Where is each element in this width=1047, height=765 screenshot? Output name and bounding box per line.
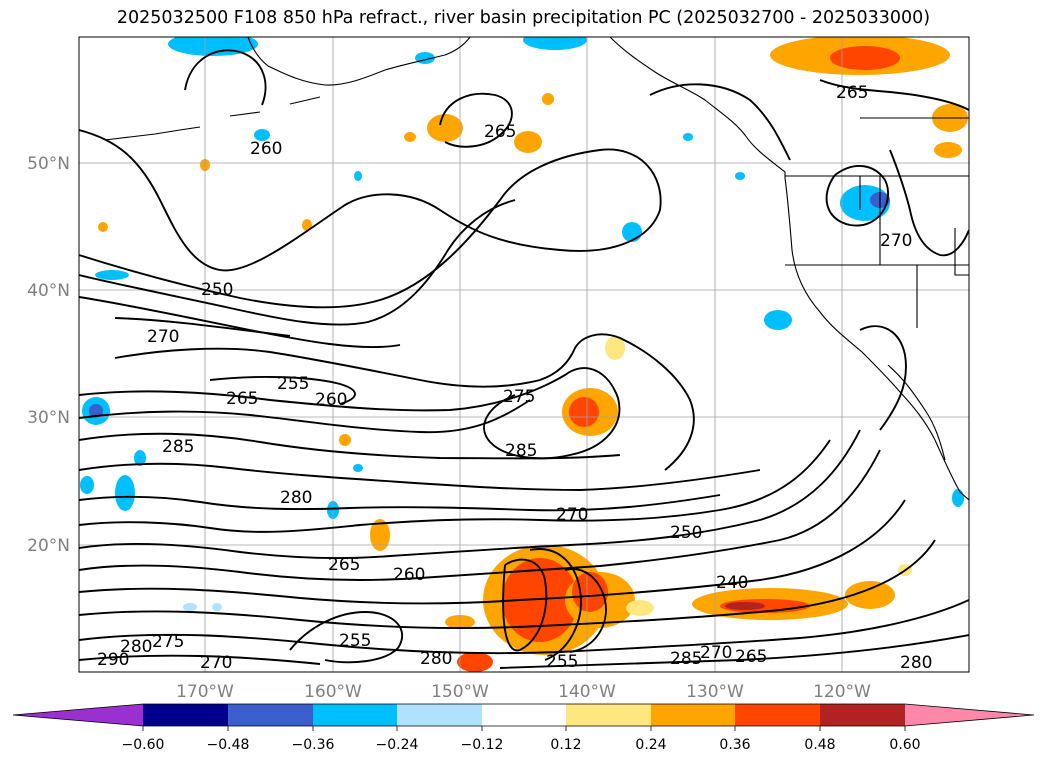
- contour-label: 270: [200, 653, 232, 673]
- contour-label: 280: [420, 649, 452, 669]
- contour-label: 265: [484, 122, 516, 142]
- map-panel: [79, 37, 969, 672]
- lon-label: 160°W: [304, 682, 362, 702]
- colorbar-extend-right: [905, 704, 1034, 726]
- map-frame: [78, 36, 970, 673]
- colorbar-tick-label: 0.12: [550, 737, 581, 753]
- contour-label: 285: [505, 441, 537, 461]
- contour-label: 240: [716, 573, 748, 593]
- colorbar-bin: [143, 704, 228, 726]
- colorbar-extend-left: [13, 704, 143, 726]
- lat-label: 50°N: [27, 154, 70, 174]
- colorbar-tick-label: −0.24: [376, 737, 419, 753]
- lat-label: 30°N: [27, 408, 70, 428]
- contour-label: 275: [152, 632, 184, 652]
- refractivity-contours: [79, 49, 969, 669]
- contour-label: 250: [670, 523, 702, 543]
- contour-label: 285: [670, 649, 702, 669]
- colorbar-bin: [651, 704, 735, 726]
- map-title: 2025032500 F108 850 hPa refract., river …: [116, 8, 931, 28]
- contour-label: 270: [880, 231, 912, 251]
- contour-label: 260: [393, 565, 425, 585]
- colorbar-tick-label: 0.36: [719, 737, 750, 753]
- contour-label: 265: [735, 647, 767, 667]
- contour-label: 250: [201, 280, 233, 300]
- colorbar-bin: [735, 704, 820, 726]
- lat-label: 20°N: [27, 536, 70, 556]
- contour-label: 285: [162, 437, 194, 457]
- colorbar: −0.60 −0.48 −0.36 −0.24 −0.12 0.12 0.24 …: [12, 703, 1035, 753]
- colorbar-tick-label: 0.24: [635, 737, 666, 753]
- colorbar-bin: [566, 704, 651, 726]
- contour-label: 275: [503, 387, 535, 407]
- contour-label: 255: [546, 652, 578, 672]
- colorbar-tick-label: −0.36: [292, 737, 335, 753]
- lon-label: 140°W: [558, 682, 616, 702]
- colorbar-tick-label: 0.60: [889, 737, 920, 753]
- contour-label: 270: [147, 327, 179, 347]
- lon-labels: 170°W 160°W 150°W 140°W 130°W 120°W: [176, 682, 871, 702]
- lon-label: 150°W: [431, 682, 489, 702]
- contour-label: 255: [339, 631, 371, 651]
- coastlines: [104, 37, 969, 501]
- colorbar-tick-label: −0.12: [461, 737, 504, 753]
- lon-label: 130°W: [686, 682, 744, 702]
- contour-label: 265: [836, 83, 868, 103]
- contour-label: 270: [556, 505, 588, 525]
- contour-label: 280: [120, 637, 152, 657]
- lon-label: 120°W: [813, 682, 871, 702]
- colorbar-bin: [313, 704, 397, 726]
- contour-label: 270: [700, 643, 732, 663]
- colorbar-bin: [228, 704, 313, 726]
- colorbar-bin: [397, 704, 482, 726]
- contour-label: 260: [250, 139, 282, 159]
- contour-label: 260: [315, 390, 347, 410]
- contour-label: 280: [900, 653, 932, 673]
- lat-label: 40°N: [27, 281, 70, 301]
- colorbar-tick-label: −0.48: [207, 737, 250, 753]
- graticule: [79, 37, 969, 672]
- colorbar-bin: [820, 704, 905, 726]
- contour-label: 265: [226, 389, 258, 409]
- lat-labels: 50°N 40°N 30°N 20°N: [27, 154, 70, 556]
- contour-label: 290: [97, 650, 129, 670]
- contour-labels: 260 250 270 255 265 260 285 280 265 260 …: [97, 83, 932, 673]
- contour-label: 255: [277, 374, 309, 394]
- lon-label: 170°W: [176, 682, 234, 702]
- colorbar-tick-label: −0.60: [122, 737, 165, 753]
- colorbar-tick-label: 0.48: [804, 737, 835, 753]
- colorbar-bin: [482, 704, 566, 726]
- contour-label: 265: [328, 555, 360, 575]
- contour-label: 280: [280, 488, 312, 508]
